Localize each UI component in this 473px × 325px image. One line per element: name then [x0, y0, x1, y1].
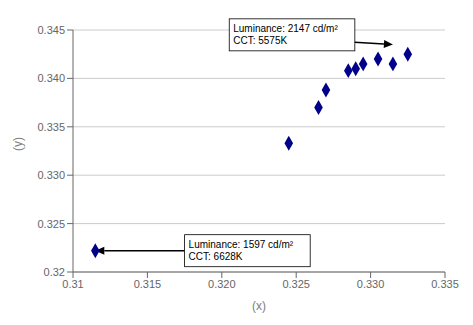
svg-text:0.330: 0.330 — [357, 278, 385, 290]
svg-text:CCT: 6628K: CCT: 6628K — [189, 251, 243, 262]
svg-text:0.31: 0.31 — [62, 278, 83, 290]
svg-text:(y): (y) — [11, 137, 25, 151]
svg-text:(x): (x) — [252, 299, 266, 313]
svg-text:0.315: 0.315 — [134, 278, 162, 290]
svg-text:0.340: 0.340 — [37, 72, 65, 84]
svg-text:CCT: 5575K: CCT: 5575K — [233, 35, 287, 46]
svg-text:0.345: 0.345 — [37, 24, 65, 36]
svg-text:0.335: 0.335 — [431, 278, 459, 290]
svg-text:0.325: 0.325 — [37, 218, 65, 230]
svg-text:0.32: 0.32 — [44, 266, 65, 278]
svg-text:Luminance: 1597 cd/m²: Luminance: 1597 cd/m² — [189, 239, 294, 250]
svg-text:0.325: 0.325 — [282, 278, 310, 290]
svg-text:0.335: 0.335 — [37, 121, 65, 133]
svg-text:0.330: 0.330 — [37, 169, 65, 181]
svg-text:Luminance: 2147 cd/m²: Luminance: 2147 cd/m² — [233, 23, 338, 34]
svg-text:0.320: 0.320 — [208, 278, 236, 290]
